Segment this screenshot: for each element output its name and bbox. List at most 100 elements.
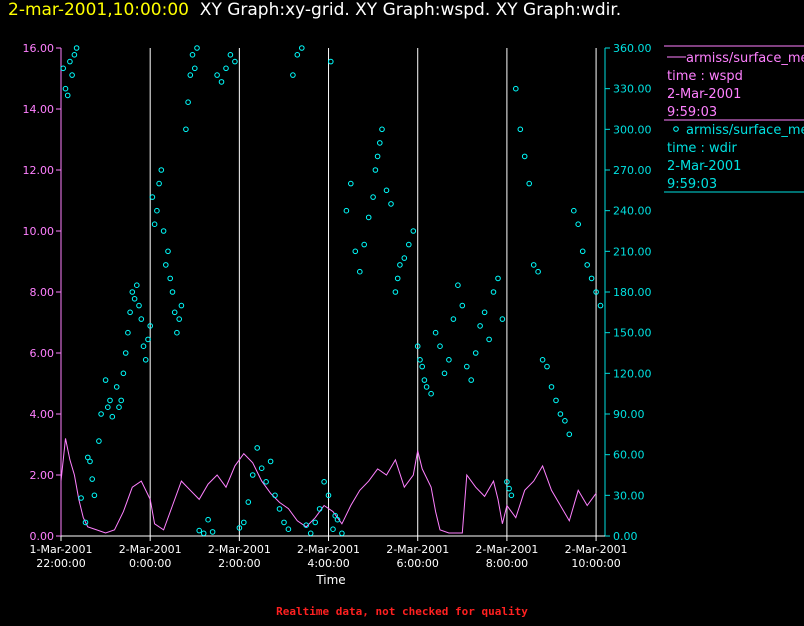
wdir-point xyxy=(372,167,379,173)
graph-list-label: XY Graph:xy-grid. XY Graph:wspd. XY Grap… xyxy=(199,0,622,20)
wdir-point xyxy=(91,492,98,499)
right-tick-label: 150.00 xyxy=(613,327,652,340)
wdir-point xyxy=(401,255,408,261)
wdir-point xyxy=(441,370,448,377)
wdir-point xyxy=(571,207,577,214)
right-tick-label: 180.00 xyxy=(613,286,652,299)
wdir-point xyxy=(597,302,604,309)
wdir-point xyxy=(113,384,120,390)
wdir-point xyxy=(258,465,265,472)
wdir-point xyxy=(118,397,124,404)
wdir-point xyxy=(397,262,403,268)
wdir-point xyxy=(160,228,167,234)
wdir-point xyxy=(521,153,528,160)
wdir-point xyxy=(167,275,173,282)
wdir-point xyxy=(553,397,559,404)
x-tick-time: 22:00:00 xyxy=(36,557,85,570)
wdir-point xyxy=(174,329,180,336)
wdir-point xyxy=(464,363,470,370)
wdir-point xyxy=(254,445,261,451)
wdir-point xyxy=(138,316,145,322)
x-tick-time: 8:00:00 xyxy=(486,557,528,570)
vertical-gridlines xyxy=(149,48,597,536)
left-tick-label: 0.00 xyxy=(30,530,55,543)
wdir-point xyxy=(122,350,129,356)
wdir-point xyxy=(414,343,421,350)
wdir-point xyxy=(149,194,156,200)
wdir-point xyxy=(348,180,354,187)
wdir-point xyxy=(176,316,182,322)
wdir-point xyxy=(71,52,78,58)
wdir-point xyxy=(249,472,256,478)
wdir-point xyxy=(127,309,133,316)
wdir-point xyxy=(579,248,586,255)
wdir-point xyxy=(64,92,71,99)
wdir-point xyxy=(428,390,434,397)
wdir-point xyxy=(87,458,93,465)
wspd-line xyxy=(60,438,597,534)
wdir-point xyxy=(334,516,341,523)
wdir-point xyxy=(330,526,336,533)
legend: armiss/surface_me time : wspd 2-Mar-2001… xyxy=(664,45,804,193)
wdir-point xyxy=(78,495,84,501)
wdir-point xyxy=(192,65,198,72)
left-tick-label: 2.00 xyxy=(30,469,55,482)
legend-wdir-time: 9:59:03 xyxy=(667,177,717,192)
wdir-point xyxy=(134,282,140,289)
wdir-point xyxy=(321,479,327,485)
wdir-point xyxy=(472,350,479,356)
wdir-point xyxy=(223,65,229,72)
wdir-point xyxy=(294,52,301,58)
wdir-point xyxy=(151,221,158,227)
wdir-point xyxy=(343,207,350,214)
x-tick-time: 2:00:00 xyxy=(218,557,260,570)
left-tick-label: 14.00 xyxy=(23,103,55,116)
wdir-point xyxy=(218,79,225,85)
right-tick-label: 90.00 xyxy=(613,408,645,421)
wdir-point xyxy=(145,336,151,343)
x-tick-time: 10:00:00 xyxy=(571,557,620,570)
wdir-point xyxy=(227,52,234,58)
wdir-point xyxy=(339,530,345,537)
wdir-point xyxy=(281,519,287,526)
legend-wdir-swatch xyxy=(673,126,679,132)
left-tick-label: 4.00 xyxy=(30,408,55,421)
wdir-point xyxy=(392,289,399,295)
wdir-point xyxy=(535,268,541,275)
wdir-point xyxy=(383,187,390,194)
wdir-point xyxy=(394,275,401,282)
legend-wspd-date: 2-Mar-2001 xyxy=(667,87,741,102)
wdir-point xyxy=(450,316,457,322)
right-tick-label: 360.00 xyxy=(613,42,652,55)
wdir-point xyxy=(82,519,89,526)
wdir-point xyxy=(446,357,452,363)
wdir-point xyxy=(562,418,568,424)
wdir-point xyxy=(388,201,394,207)
wdir-point xyxy=(517,126,524,133)
wdir-point xyxy=(140,343,147,350)
wdir-point xyxy=(69,72,75,78)
wdir-point xyxy=(267,458,274,465)
wdir-point xyxy=(437,343,443,350)
wdir-point xyxy=(285,526,292,533)
wdir-point xyxy=(481,309,488,316)
wdir-point xyxy=(178,302,185,309)
legend-wdir-date: 2-Mar-2001 xyxy=(667,159,741,174)
wdir-point xyxy=(189,52,196,58)
wdir-point xyxy=(187,72,194,78)
wdir-point xyxy=(196,527,202,534)
wdir-point xyxy=(214,72,220,78)
wdir-point xyxy=(109,413,116,420)
wdir-point xyxy=(365,214,372,221)
wdir-point xyxy=(303,522,310,529)
wdir-point xyxy=(374,153,381,160)
wdir-point xyxy=(495,275,501,282)
x-axis-title: Time xyxy=(315,573,345,587)
left-axis-ticks: 0.00 2.00 4.00 6.00 8.00 10.00 12.00 14.00 16.00 xyxy=(23,42,61,543)
wdir-point xyxy=(588,275,595,282)
wdir-point xyxy=(154,207,160,214)
right-tick-label: 330.00 xyxy=(613,83,652,96)
x-tick-date: 2-Mar-2001 xyxy=(475,543,538,556)
x-axis-ticks: 1-Mar-200122:00:002-Mar-20010:00:002-Mar… xyxy=(30,536,628,570)
wdir-point xyxy=(241,519,247,526)
